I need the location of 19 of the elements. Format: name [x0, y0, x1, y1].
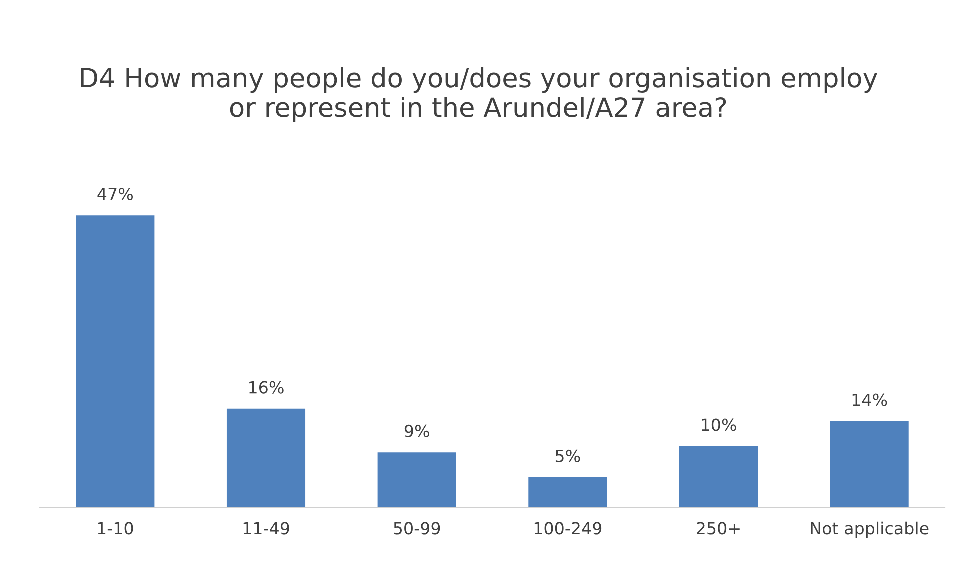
data-label: 10%	[702, 418, 736, 432]
x-tick-label: 11-49	[244, 522, 290, 535]
x-tick-label: Not applicable	[811, 522, 929, 538]
x-tick-label: 100-249	[534, 522, 602, 535]
x-tick-label: 50-99	[394, 522, 440, 535]
bar	[678, 444, 760, 508]
data-label: 16%	[250, 381, 284, 394]
bar	[226, 408, 307, 508]
bar	[828, 420, 910, 508]
chart-title: D4 How many people do you/does your organisation employ or represent in the Arundel/A27 area?	[81, 67, 878, 123]
bar	[376, 451, 458, 508]
bar	[74, 214, 156, 508]
x-tick-label: 1-10	[98, 522, 134, 535]
bar	[527, 476, 609, 508]
data-label: 47%	[98, 188, 134, 201]
data-label: 5%	[556, 450, 580, 462]
data-label: 9%	[404, 424, 430, 438]
x-tick-label: 250+	[697, 522, 740, 535]
data-label: 14%	[852, 394, 888, 406]
